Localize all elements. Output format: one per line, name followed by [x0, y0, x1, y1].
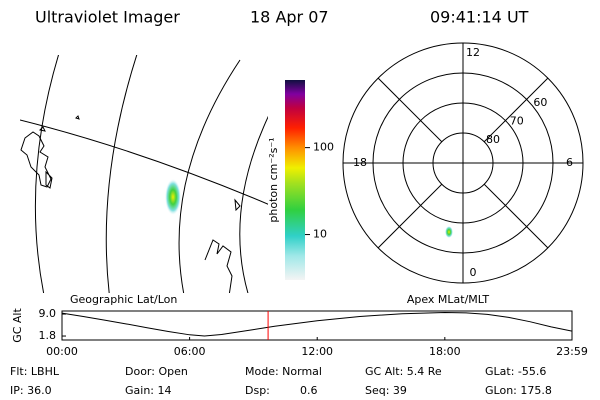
x-tick-label: 12:00 [301, 345, 333, 358]
status-text: 0.6 [300, 384, 318, 397]
status-text: GLon: 175.8 [485, 384, 552, 397]
title-instrument: Ultraviolet Imager [35, 8, 180, 27]
altitude-line [61, 312, 573, 337]
status-text: GC Alt: 5.4 Re [365, 365, 442, 378]
map [20, 55, 268, 293]
lat-label: 60 [533, 96, 547, 109]
x-tick-label: 18:00 [429, 345, 461, 358]
colorbar [285, 80, 305, 280]
lat-label: 70 [510, 115, 524, 128]
status-text: GLat: -55.6 [485, 365, 546, 378]
status-text: Seq: 39 [365, 384, 407, 397]
status-text: Gain: 14 [125, 384, 172, 397]
colorbar-label: photon cm⁻²s⁻¹ [267, 137, 280, 222]
polar-axis [483, 183, 549, 249]
polar-emission [445, 226, 453, 238]
title-time: 09:41:14 UT [430, 8, 529, 27]
colorbar-tick-label: 100 [313, 141, 334, 154]
y-axis-label: GC Alt [11, 308, 24, 343]
y-tick-label: 9.0 [39, 307, 57, 320]
x-tick-label: 06:00 [174, 345, 206, 358]
status-text: IP: 36.0 [10, 384, 52, 397]
status-text: Door: Open [125, 365, 188, 378]
mlt-label: 6 [566, 156, 573, 169]
polar-axis [483, 77, 549, 143]
x-tick-label: 00:00 [46, 345, 78, 358]
lat-label: 80 [486, 133, 500, 146]
y-tick-label: 1.8 [39, 329, 57, 342]
colorbar-tick-label: 10 [313, 228, 327, 241]
mlt-label: 18 [353, 156, 367, 169]
map-label: Geographic Lat/Lon [70, 293, 177, 306]
mlt-label: 0 [470, 266, 477, 279]
status-text: Flt: LBHL [10, 365, 60, 378]
mlt-label: 12 [466, 46, 480, 59]
status-text: Dsp: [245, 384, 270, 397]
title-date: 18 Apr 07 [250, 8, 329, 27]
polar-label: Apex MLat/MLT [407, 293, 490, 306]
polar-axis [377, 183, 443, 249]
status-text: Mode: Normal [245, 365, 322, 378]
x-tick-label: 23:59 [556, 345, 588, 358]
polar-axis [377, 77, 443, 143]
